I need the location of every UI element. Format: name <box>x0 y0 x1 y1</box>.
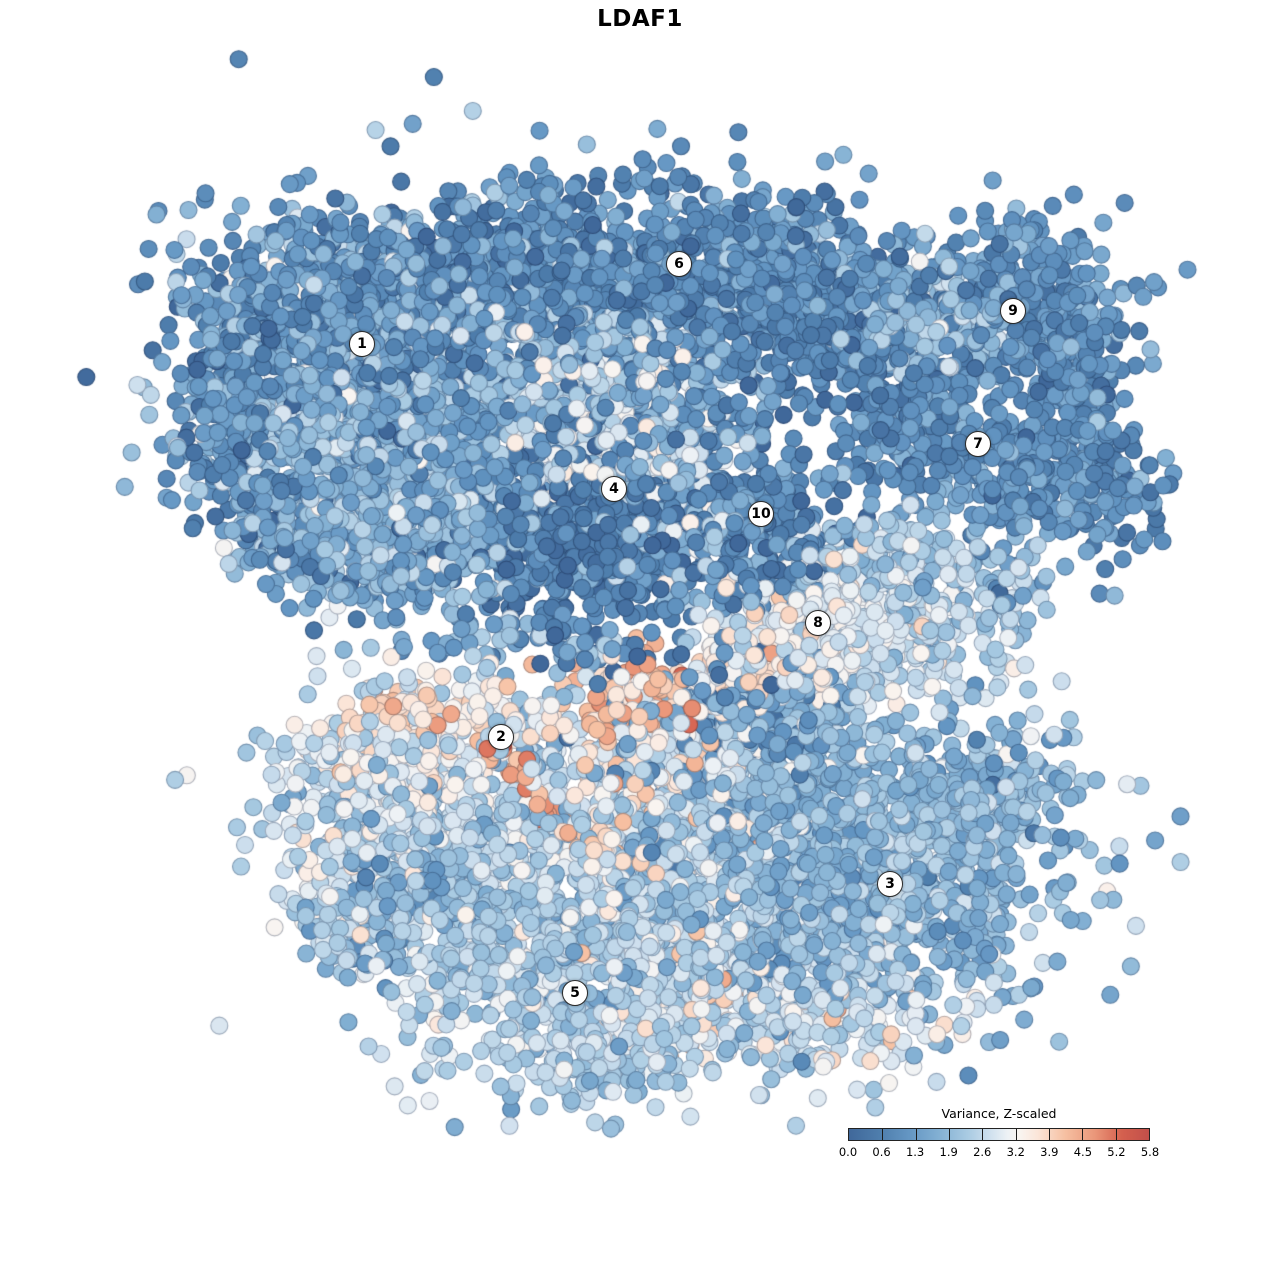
colorbar-tick-label: 1.9 <box>939 1145 958 1159</box>
colorbar-tick-label: 2.6 <box>973 1145 992 1159</box>
colorbar-tick-line <box>949 1129 950 1140</box>
colorbar-tick-label: 4.5 <box>1073 1145 1093 1159</box>
colorbar-tick-label: 0.0 <box>838 1145 858 1159</box>
colorbar-legend: Variance, Z-scaled 0.0 0.6 1.3 1.9 2.6 3.2 3.9… <box>839 1106 1159 1161</box>
colorbar-tick-line <box>1015 1129 1017 1140</box>
colorbar-gradient <box>848 1128 1150 1141</box>
colorbar-title: Variance, Z-scaled <box>941 1106 1057 1121</box>
colorbar-tick-label: 5.8 <box>1140 1145 1160 1159</box>
colorbar-tick-label: 3.9 <box>1040 1145 1059 1159</box>
colorbar-tick-line <box>882 1129 884 1140</box>
colorbar-tick-line <box>1049 1129 1050 1140</box>
colorbar-tick-label: 1.3 <box>905 1145 925 1159</box>
colorbar-tick-line <box>982 1129 984 1140</box>
colorbar-tick-label: 0.6 <box>872 1145 891 1159</box>
colorbar-tick-line <box>915 1129 917 1140</box>
colorbar-tick-label: 3.2 <box>1006 1145 1025 1159</box>
colorbar-tick-label: 5.2 <box>1107 1145 1126 1159</box>
colorbar-tick-line <box>1115 1129 1117 1140</box>
colorbar-tick-labels: 0.0 0.6 1.3 1.9 2.6 3.2 3.9 4.5 5.2 5.8 <box>839 1145 1159 1161</box>
colorbar-tick-line <box>1082 1129 1084 1140</box>
